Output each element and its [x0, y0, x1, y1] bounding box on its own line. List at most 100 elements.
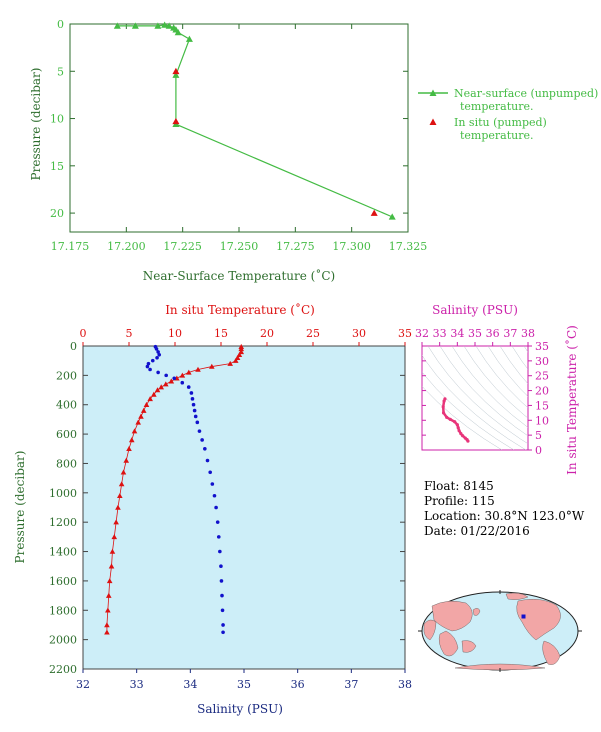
ts-temperature-tick-label: 35 — [535, 340, 549, 353]
legend-unpumped-line1: Near-surface (unpumped) — [454, 87, 598, 100]
temperature-profile-point — [111, 534, 118, 540]
temperature-tick-label: 20 — [260, 327, 274, 340]
pressure-tick-label: 1200 — [49, 516, 77, 529]
temperature-profile-point — [140, 407, 147, 413]
density-contour-line — [422, 355, 527, 450]
temperature-profile-point — [105, 592, 112, 598]
salinity-tick-label: 34 — [183, 678, 197, 691]
near-surface-x-tick-label: 17.300 — [332, 240, 371, 253]
salinity-profile-point — [214, 505, 218, 510]
temperature-profile-point — [109, 548, 116, 554]
salinity-profile-point — [156, 350, 160, 354]
temperature-profile-point — [209, 363, 215, 369]
temperature-profile-point — [117, 492, 123, 498]
pressure-tick-label: 200 — [56, 369, 77, 382]
ts-profile-point — [456, 426, 460, 430]
pressure-tick-label: 1000 — [49, 487, 77, 500]
salinity-profile-point — [220, 608, 225, 613]
temperature-profile-point — [135, 419, 141, 425]
salinity-profile-point — [208, 470, 212, 475]
salinity-tick-label: 32 — [76, 678, 90, 691]
ts-temperature-tick-label: 5 — [535, 429, 542, 442]
profile-pressure-axis-label: Pressure (decibar) — [13, 451, 27, 564]
pressure-tick-label: 600 — [56, 428, 77, 441]
pressure-tick-label: 800 — [56, 457, 77, 470]
near-surface-unpumped-point — [161, 21, 169, 28]
near-surface-x-tick-label: 17.250 — [220, 240, 259, 253]
near-surface-unpumped-point — [185, 35, 193, 42]
salinity-profile-point — [180, 380, 185, 385]
density-contour-line — [487, 346, 528, 397]
salinity-profile-point — [210, 482, 215, 486]
ts-profile-point — [461, 434, 465, 438]
salinity-profile-point — [219, 564, 223, 569]
ts-profile-point — [459, 432, 463, 436]
salinity-tick-label: 38 — [398, 678, 412, 691]
density-contour-line — [499, 346, 528, 385]
ts-salinity-tick-label: 38 — [521, 327, 535, 340]
map-frame-ticks — [418, 590, 582, 672]
salinity-profile-point — [195, 420, 200, 425]
temperature-profile-point — [151, 391, 157, 397]
near-surface-y-axis-label: Pressure (decibar) — [29, 68, 43, 181]
float-location: Location: 30.8°N 123.0°W — [424, 509, 585, 523]
salinity-profile-point — [155, 355, 159, 360]
ts-profile-point — [441, 405, 445, 409]
near-surface-pumped-point — [370, 209, 378, 216]
density-contour-line — [422, 371, 515, 450]
ts-profile-point — [466, 439, 470, 443]
salinity-profile-point — [157, 353, 162, 357]
temperature-tick-label: 15 — [214, 327, 228, 340]
near-surface-y-tick-label: 5 — [57, 65, 64, 78]
location-map — [418, 590, 582, 672]
temperature-profile-point — [238, 346, 245, 352]
temperature-profile-point — [143, 401, 150, 407]
near-surface-unpumped-point — [174, 29, 182, 36]
density-contour-line — [463, 346, 528, 419]
ts-salinity-tick-label: 33 — [433, 327, 447, 340]
near-surface-unpumped-point — [172, 71, 180, 78]
salinity-profile-point — [186, 385, 191, 389]
temperature-profile-point — [105, 607, 111, 613]
ts-profile-point — [448, 417, 452, 421]
temperature-profile-point — [104, 629, 110, 635]
salinity-profile-point — [218, 549, 222, 554]
near-surface-unpumped-point — [165, 22, 173, 29]
near-surface-x-tick-label: 17.275 — [276, 240, 315, 253]
ts-temperature-axis-label: In situ Temperature (˚C) — [564, 325, 579, 475]
legend-pumped-line2: temperature. — [460, 129, 534, 142]
salinity-profile-point — [156, 370, 160, 375]
pressure-tick-label: 0 — [70, 340, 77, 353]
temperature-profile-point — [168, 378, 175, 384]
ts-salinity-tick-label: 35 — [468, 327, 482, 340]
ts-temperature-tick-label: 15 — [535, 399, 549, 412]
temperature-profile-point — [154, 387, 161, 393]
near-surface-x-tick-label: 17.175 — [51, 240, 90, 253]
profile-number: Profile: 115 — [424, 494, 495, 508]
temperature-profile-point — [186, 369, 192, 375]
near-surface-unpumped-point — [131, 22, 139, 29]
temperature-tick-label: 0 — [80, 327, 87, 340]
density-contour-line — [451, 346, 528, 428]
temperature-profile-point — [147, 396, 153, 402]
density-contours — [422, 346, 528, 450]
temperature-profile-point — [115, 504, 121, 510]
profile-chart: 0 5 10 15 20 25 30 35 32 33 34 35 36 37 38 0 200 400 600 80… — [13, 302, 412, 716]
temperature-profile-point — [232, 357, 239, 363]
salinity-profile-point — [200, 438, 204, 442]
ts-profile-point — [457, 429, 461, 433]
ts-temperature-tick-label: 0 — [535, 444, 542, 457]
near-surface-unpumped-point — [154, 22, 162, 29]
salinity-profile-point — [164, 373, 168, 378]
ts-profile-point — [455, 423, 459, 427]
salinity-profile-point — [215, 520, 220, 524]
salinity-profile-point — [191, 402, 196, 407]
near-surface-legend: Near-surface (unpumped) temperature. In … — [418, 87, 598, 142]
salinity-profile-point — [172, 376, 177, 381]
salinity-tick-label: 37 — [344, 678, 358, 691]
salinity-profile-point — [190, 397, 195, 401]
salinity-profile-point — [205, 458, 210, 463]
salinity-tick-label: 35 — [237, 678, 251, 691]
